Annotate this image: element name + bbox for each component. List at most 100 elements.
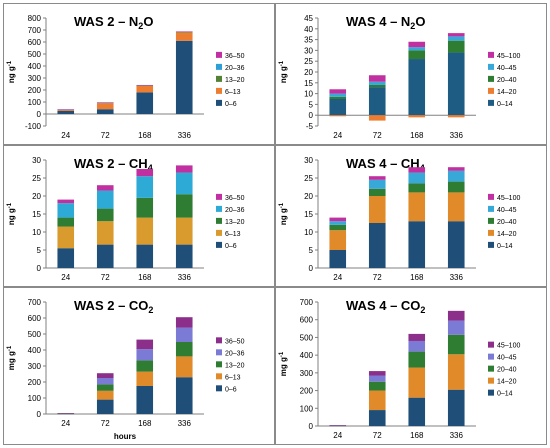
bar-40-45-336 [447, 170, 465, 182]
legend-swatch-0-14 [488, 389, 494, 396]
bar-45-100-72 [368, 75, 386, 82]
bar-45-100-72 [368, 176, 386, 180]
bar-36-50-24 [57, 199, 75, 204]
y-tick-label: 700 [28, 298, 42, 307]
bar-40-45-24 [329, 221, 347, 225]
legend-swatch-20-36 [216, 63, 222, 70]
bar-0-6-24 [57, 111, 75, 114]
y-tick-label: 20 [304, 192, 313, 201]
chart-title-tail: O [415, 14, 425, 29]
bar-6-13-336 [175, 217, 193, 245]
x-tick-label: 336 [178, 131, 192, 140]
legend-swatch-14-20 [488, 229, 494, 236]
bar-0-6-336 [175, 244, 193, 268]
x-tick-label: 72 [373, 131, 382, 140]
bar-45-100-168 [408, 41, 426, 48]
y-tick-label: 0 [37, 110, 42, 119]
legend-label: 0–14 [497, 243, 513, 250]
bar-0-14-336 [447, 52, 465, 116]
y-axis-label-text: ng g [279, 66, 288, 83]
y-tick-label: 5 [309, 246, 314, 255]
chart-title-subscript: 2 [420, 305, 425, 315]
x-tick-label: 24 [333, 273, 342, 282]
legend-label: 36–50 [225, 53, 245, 60]
bar-45-100-24 [329, 217, 347, 222]
legend-label: 0–6 [225, 386, 237, 393]
bar-0-6-336 [175, 377, 193, 414]
legend-label: 0–6 [225, 101, 237, 108]
y-axis-label-text: ng g [7, 66, 16, 83]
bar-0-6-168 [136, 244, 154, 268]
panel-was4-n2o: WAS 4 – N2O ng g-1 -5 0 5 10 15 20 25 30 35 40 45 24 7… [275, 3, 547, 145]
legend-swatch-6-13 [216, 373, 222, 380]
panel-was4-co2: WAS 4 – CO2 mg g-1 0 100 200 300 400 500 600 700 2… [275, 287, 547, 445]
y-tick-label: 400 [300, 351, 314, 360]
bar-36-50-24 [57, 109, 75, 110]
bar-20-36-72 [96, 190, 114, 209]
bar-20-40-168 [408, 50, 426, 60]
y-axis-label-text: mg g [279, 357, 288, 376]
x-tick-label: 24 [61, 419, 70, 428]
bar-45-100-168 [408, 167, 426, 173]
panel-was2-ch4: WAS 2 – CH4 ng g-1 0 5 10 15 20 25 30 24 72 168 336 3… [3, 145, 275, 287]
y-tick-label: 100 [300, 404, 314, 413]
bar-20-40-168 [408, 351, 426, 368]
legend-swatch-0-6 [216, 385, 222, 392]
bar-0-6-72 [96, 399, 114, 414]
legend-swatch-0-14 [488, 99, 494, 106]
legend-label: 13–20 [225, 219, 245, 226]
bar-0-14-168 [408, 221, 426, 268]
bar-14-20-72 [368, 390, 386, 411]
chart-title: WAS 4 – CO2 [346, 298, 425, 315]
legend-label: 20–40 [497, 367, 517, 374]
y-axis-label: ng g-1 [279, 60, 288, 83]
bar-20-36-168 [136, 349, 154, 361]
legend-swatch-13-20 [216, 217, 222, 224]
legend-swatch-45-100 [488, 51, 494, 58]
y-axis-label-sup: -1 [7, 345, 13, 351]
chart-title-main: WAS 4 – N [346, 14, 410, 29]
y-tick-label: 800 [28, 14, 42, 23]
y-tick-label: 0 [309, 111, 314, 120]
y-tick-label: 5 [309, 100, 314, 109]
y-axis-label-text: ng g [7, 208, 16, 225]
legend-swatch-40-45 [488, 205, 494, 212]
legend-swatch-20-36 [216, 349, 222, 356]
bar-0-6-72 [96, 109, 114, 114]
bar-6-13-168 [136, 217, 154, 245]
x-tick-label: 72 [101, 273, 110, 282]
y-tick-label: 500 [300, 333, 314, 342]
chart-title: WAS 2 – N2O [74, 14, 153, 31]
bar-40-45-336 [447, 320, 465, 335]
legend-swatch-13-20 [216, 361, 222, 368]
bar-13-20-168 [136, 197, 154, 218]
bar-0-6-336 [175, 40, 193, 114]
y-axis-label: ng g-1 [7, 60, 16, 83]
y-tick-label: 45 [304, 14, 313, 23]
y-tick-label: 300 [300, 369, 314, 378]
legend-label: 45–100 [497, 343, 520, 350]
bar-13-20-72 [96, 208, 114, 222]
x-tick-label: 72 [373, 273, 382, 282]
chart-title: WAS 2 – CO2 [74, 298, 153, 315]
bar-0-14-336 [447, 221, 465, 268]
bar-40-45-168 [408, 340, 426, 352]
y-tick-label: 100 [28, 394, 42, 403]
bar-14-20-168 [408, 115, 426, 118]
legend-label: 13–20 [225, 77, 245, 84]
y-axis-label: mg g-1 [7, 345, 16, 370]
x-tick-label: 24 [333, 131, 342, 140]
bar-36-50-72 [96, 185, 114, 191]
y-tick-label: 0 [309, 422, 314, 431]
bar-45-100-168 [408, 333, 426, 341]
y-tick-label: 30 [32, 156, 41, 165]
bar-13-20-24 [57, 217, 75, 227]
y-tick-label: 100 [28, 98, 42, 107]
bar-40-45-72 [368, 375, 386, 382]
legend-label: 20–36 [225, 65, 245, 72]
bar-14-20-168 [408, 192, 426, 222]
y-tick-label: 10 [32, 228, 41, 237]
y-tick-label: 15 [32, 210, 41, 219]
